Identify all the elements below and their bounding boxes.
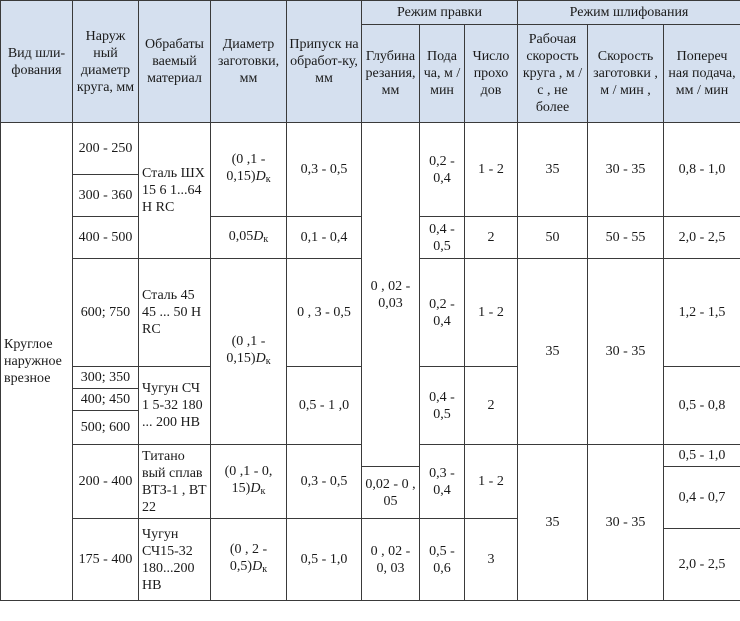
- cell-material: Чугун СЧ15-32 180...200 HB: [138, 518, 211, 601]
- cell-cross-feed: 0,5 - 1,0: [662, 444, 740, 467]
- cell-material: Сталь ШХ 15 6 1...64 H RC: [138, 122, 211, 259]
- cell-material: Сталь 45 45 ... 50 H RC: [138, 258, 211, 367]
- cell-allowance: 0 , 3 - 0,5: [286, 258, 362, 367]
- cell-diameter: 200 - 250: [72, 122, 139, 175]
- cell-dress-passes: 2: [464, 366, 518, 445]
- cell-dress-depth: 0 , 02 - 0,03: [361, 122, 420, 467]
- cell-cross-feed: 2,0 - 2,5: [662, 528, 740, 601]
- cell-allowance: 0,3 - 0,5: [286, 444, 362, 519]
- header-group-grinding: Режим шлифования: [516, 0, 740, 25]
- cell-diameter: 300 - 360: [72, 174, 139, 217]
- cell-dress-feed: 0,2 - 0,4: [419, 258, 465, 367]
- header-wheel-speed: Рабочая скорость круга , м / с , не боле…: [517, 24, 588, 123]
- cell-diameter: 300; 350: [72, 366, 139, 389]
- cell-work-speed: 50 - 55: [587, 216, 664, 259]
- header-cross-feed: Попереч ная подача, мм / мин: [662, 24, 740, 123]
- cell-dress-depth: 0,02 - 0 , 05: [361, 466, 420, 519]
- header-dress-feed: Пода ча, м / мин: [419, 24, 465, 123]
- cell-cross-feed: 0,8 - 1,0: [662, 122, 740, 217]
- cell-dress-passes: 1 - 2: [464, 444, 518, 519]
- cell-allowance: 0,5 - 1,0: [286, 518, 362, 601]
- cell-dress-depth: 0 , 02 - 0, 03: [361, 518, 420, 601]
- cell-diameter: 600; 750: [72, 258, 139, 367]
- cell-diameter: 200 - 400: [72, 444, 139, 519]
- cell-wheel-speed: 35: [517, 258, 588, 445]
- cell-dress-feed: 0,3 - 0,4: [419, 444, 465, 519]
- cell-diameter: 175 - 400: [72, 518, 139, 601]
- cell-blank-diameter: (0 , 2 - 0,5)Dк: [210, 518, 287, 601]
- header-work-speed: Скорость заготовки , м / мин ,: [587, 24, 664, 123]
- header-kind: Вид шли-фования: [0, 0, 73, 123]
- cell-material: Чугун СЧ 1 5-32 180 ... 200 HB: [138, 366, 211, 445]
- cell-cross-feed: 1,2 - 1,5: [662, 258, 740, 367]
- cell-blank-diameter: (0 ,1 - 0,15)Dк: [210, 122, 287, 217]
- cell-allowance: 0,5 - 1 ,0: [286, 366, 362, 445]
- cell-diameter: 500; 600: [72, 410, 139, 445]
- cell-diameter: 400 - 500: [72, 216, 139, 259]
- cell-wheel-speed: 35: [517, 444, 588, 601]
- cell-dress-feed: 0,2 - 0,4: [419, 122, 465, 217]
- header-outer-diameter: Наруж ный диаметр круга, мм: [72, 0, 139, 123]
- header-material: Обрабаты ваемый материал: [138, 0, 211, 123]
- cell-dress-feed: 0,5 - 0,6: [419, 518, 465, 601]
- header-group-dressing: Режим правки: [361, 0, 518, 25]
- cell-dress-feed: 0,4 - 0,5: [419, 216, 465, 259]
- cell-dress-passes: 2: [464, 216, 518, 259]
- cell-allowance: 0,1 - 0,4: [286, 216, 362, 259]
- header-allowance: Припуск на обработ-ку, мм: [286, 0, 362, 123]
- cell-allowance: 0,3 - 0,5: [286, 122, 362, 217]
- cell-material: Титано вый сплав ВТЗ-1 , ВТ 22: [138, 444, 211, 519]
- cell-blank-diameter: (0 ,1 - 0,15)Dк: [210, 258, 287, 445]
- cell-cross-feed: 0,4 - 0,7: [662, 466, 740, 529]
- header-dress-depth: Глубина резания, мм: [361, 24, 420, 123]
- header-dress-passes: Число прохо дов: [464, 24, 518, 123]
- cell-blank-diameter: (0 ,1 - 0, 15)Dк: [210, 444, 287, 519]
- cell-blank-diameter: 0,05Dк: [210, 216, 287, 259]
- cell-cross-feed: 2,0 - 2,5: [662, 216, 740, 259]
- cell-dress-passes: 1 - 2: [464, 258, 518, 367]
- cell-diameter: 400; 450: [72, 388, 139, 411]
- cell-work-speed: 30 - 35: [587, 444, 664, 601]
- cell-wheel-speed: 35: [517, 122, 588, 217]
- grinding-modes-table: Вид шли-фования Наруж ный диаметр круга,…: [0, 0, 740, 601]
- cell-dress-passes: 3: [464, 518, 518, 601]
- cell-work-speed: 30 - 35: [587, 258, 664, 445]
- cell-cross-feed: 0,5 - 0,8: [662, 366, 740, 445]
- header-blank-diameter: Диаметр заготовки, мм: [210, 0, 287, 123]
- cell-dress-feed: 0,4 - 0,5: [419, 366, 465, 445]
- cell-kind: Круглое наружное врезное: [0, 122, 73, 601]
- cell-work-speed: 30 - 35: [587, 122, 664, 217]
- cell-wheel-speed: 50: [517, 216, 588, 259]
- cell-dress-passes: 1 - 2: [464, 122, 518, 217]
